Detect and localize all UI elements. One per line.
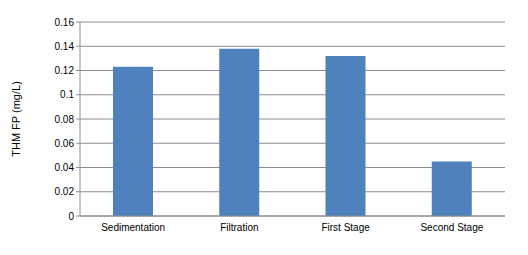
svg-text:0.1: 0.1 [60, 89, 74, 100]
svg-text:0.06: 0.06 [55, 138, 75, 149]
svg-text:THM FP (mg/L): THM FP (mg/L) [10, 81, 22, 157]
svg-text:0: 0 [68, 211, 74, 222]
svg-text:0.04: 0.04 [55, 162, 75, 173]
svg-text:Sedimentation: Sedimentation [101, 222, 165, 233]
svg-text:0.14: 0.14 [55, 41, 75, 52]
svg-text:First Stage: First Stage [321, 222, 370, 233]
svg-text:Second Stage: Second Stage [420, 222, 483, 233]
svg-text:0.16: 0.16 [55, 17, 75, 28]
svg-text:0.02: 0.02 [55, 186, 75, 197]
svg-text:Filtration: Filtration [220, 222, 258, 233]
svg-text:0.12: 0.12 [55, 65, 75, 76]
svg-text:0.08: 0.08 [55, 114, 75, 125]
